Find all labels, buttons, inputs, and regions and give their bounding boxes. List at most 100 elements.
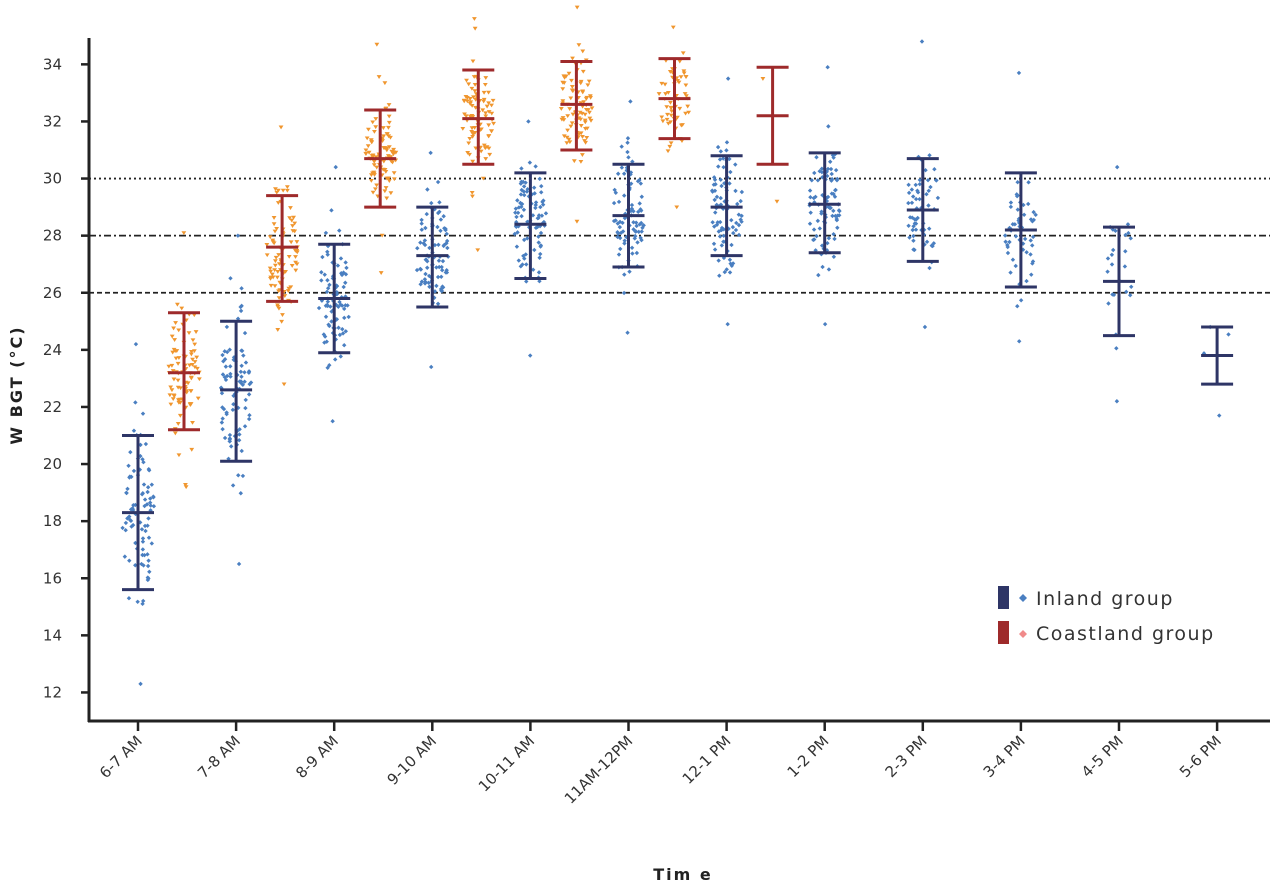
- inland-point: [427, 245, 432, 251]
- inland-point: [639, 208, 644, 213]
- coastland-point: [272, 259, 278, 264]
- inland-point: [319, 270, 324, 275]
- inland-point: [626, 155, 631, 160]
- x-tick-label: 4-5 PM: [1078, 732, 1127, 781]
- inland-point: [1002, 233, 1008, 238]
- inland-point: [739, 189, 745, 195]
- inland-point: [439, 264, 444, 270]
- inland-point: [221, 359, 226, 364]
- y-tick-label: 16: [43, 569, 62, 587]
- coastland-point: [668, 100, 673, 105]
- coastland-point: [267, 235, 273, 240]
- inland-point: [140, 490, 146, 496]
- coastland-point: [385, 154, 391, 158]
- inland-point: [247, 412, 252, 418]
- inland-point: [341, 306, 347, 312]
- coastland-point: [586, 79, 592, 84]
- inland-point: [1031, 217, 1036, 223]
- coastland-point: [386, 103, 392, 107]
- inland-point: [616, 231, 621, 236]
- coastland-point: [292, 221, 298, 226]
- coastland-point: [472, 130, 478, 135]
- inland-point: [139, 561, 144, 567]
- inland-point: [1013, 234, 1019, 239]
- coastland-point: [275, 201, 281, 205]
- inland-point: [518, 192, 524, 197]
- inland-point: [533, 205, 538, 211]
- coastland-point: [193, 330, 199, 334]
- inland-point: [322, 272, 327, 277]
- inland-point: [1217, 413, 1222, 418]
- inland-point: [239, 448, 244, 454]
- coastland-point: [569, 88, 575, 93]
- inland-point: [711, 241, 717, 246]
- coastland-point: [682, 92, 688, 96]
- coastland-point: [683, 94, 689, 99]
- coastland-point: [190, 420, 195, 425]
- inland-point: [524, 262, 529, 267]
- coastland-point: [686, 110, 692, 115]
- inland-point: [1020, 241, 1026, 246]
- inland-point: [825, 65, 830, 70]
- inland-point: [533, 202, 538, 208]
- coastland-point: [578, 159, 584, 164]
- coastland-point: [578, 124, 584, 128]
- inland-point: [230, 483, 236, 488]
- coastland-point: [374, 183, 380, 188]
- coastland-point: [391, 147, 397, 152]
- coastland-point: [171, 326, 176, 331]
- coastland-point: [478, 149, 484, 154]
- inland-point: [415, 246, 420, 251]
- coastland-point: [368, 179, 374, 183]
- inland-point: [440, 285, 446, 290]
- y-tick-label: 34: [43, 55, 62, 73]
- inland-point: [434, 265, 439, 270]
- coastland-point: [272, 263, 278, 268]
- inland-point: [219, 420, 225, 425]
- inland-point: [419, 227, 424, 232]
- coastland-point: [668, 120, 673, 125]
- inland-point: [419, 217, 424, 223]
- inland-point: [819, 166, 825, 171]
- coastland-point: [271, 222, 277, 227]
- inland-point: [238, 491, 243, 496]
- coastland-point: [484, 104, 490, 109]
- inland-point: [432, 207, 437, 212]
- inland-point: [149, 541, 155, 546]
- coastland-point: [293, 260, 298, 265]
- coastland-point: [670, 25, 676, 30]
- coastland-point: [680, 51, 686, 56]
- coastland-point: [285, 289, 291, 293]
- inland-point: [518, 264, 524, 269]
- inland-point: [722, 199, 727, 204]
- inland-point: [716, 164, 721, 169]
- coastland-point: [194, 355, 200, 360]
- coastland-point: [665, 112, 670, 117]
- coastland-point: [674, 205, 680, 210]
- coastland-point: [192, 365, 198, 370]
- inland-point: [616, 199, 622, 205]
- inland-point: [826, 204, 831, 210]
- inland-point: [629, 202, 635, 208]
- coastland-point: [291, 215, 296, 220]
- inland-point: [812, 200, 817, 205]
- inland-point: [231, 402, 236, 407]
- inland-point: [1015, 179, 1020, 185]
- coastland-point: [486, 101, 492, 106]
- inland-point: [325, 286, 331, 291]
- inland-point: [1106, 301, 1111, 306]
- coastland-point: [570, 56, 575, 61]
- inland-point: [529, 192, 535, 197]
- inland-point: [530, 267, 536, 272]
- y-tick-label: 32: [43, 112, 62, 130]
- inland-point: [343, 329, 348, 334]
- inland-point: [243, 360, 249, 365]
- coastland-point: [279, 319, 285, 324]
- inland-point: [619, 165, 625, 170]
- coastland-point: [579, 153, 585, 157]
- inland-point: [637, 201, 642, 206]
- inland-point: [811, 237, 816, 243]
- inland-point: [819, 211, 824, 216]
- inland-point: [435, 210, 441, 216]
- inland-point: [621, 193, 627, 198]
